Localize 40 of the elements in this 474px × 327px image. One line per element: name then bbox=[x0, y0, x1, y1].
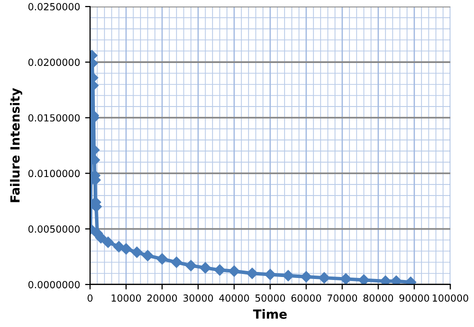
point bbox=[113, 241, 124, 252]
point bbox=[102, 236, 114, 248]
x-tick-label: 40000 bbox=[219, 294, 249, 302]
x-tick-label: 10000 bbox=[112, 294, 141, 302]
point bbox=[95, 232, 106, 244]
point bbox=[120, 243, 132, 255]
x-tick-label: 70000 bbox=[328, 294, 358, 302]
point bbox=[264, 268, 276, 280]
point bbox=[185, 260, 197, 272]
y-axis-title: Failure Intensity bbox=[10, 88, 22, 202]
y-tick-label: 0.0050000 bbox=[28, 225, 80, 233]
point bbox=[246, 268, 258, 279]
y-tick-label: 0.0100000 bbox=[28, 170, 80, 178]
y-tick-label: 0.0000000 bbox=[28, 280, 80, 288]
x-tick-label: 80000 bbox=[363, 294, 394, 302]
point bbox=[282, 270, 294, 282]
point bbox=[340, 273, 352, 284]
point bbox=[142, 250, 154, 262]
point bbox=[358, 274, 370, 284]
x-tick-label: 50000 bbox=[255, 294, 285, 302]
x-tick-label: 20000 bbox=[147, 294, 177, 302]
x-tick-label: 100000 bbox=[432, 294, 468, 302]
x-tick-label: 30000 bbox=[183, 294, 213, 302]
x-tick-label: 60000 bbox=[291, 294, 322, 302]
point bbox=[318, 272, 330, 284]
y-tick-label: 0.0150000 bbox=[28, 114, 80, 122]
point bbox=[300, 271, 312, 282]
point bbox=[200, 262, 211, 274]
point bbox=[131, 246, 142, 258]
point bbox=[156, 253, 168, 265]
x-axis-title: Time bbox=[253, 309, 287, 319]
y-tick-label: 0.0250000 bbox=[28, 3, 80, 10]
point bbox=[390, 276, 402, 284]
point bbox=[214, 264, 226, 276]
point bbox=[228, 266, 240, 277]
y-tick-label: 0.0200000 bbox=[28, 58, 80, 66]
x-tick-label: 0 bbox=[88, 294, 93, 302]
point bbox=[170, 256, 182, 268]
point bbox=[380, 276, 392, 284]
x-tick-label: 90000 bbox=[399, 294, 430, 302]
